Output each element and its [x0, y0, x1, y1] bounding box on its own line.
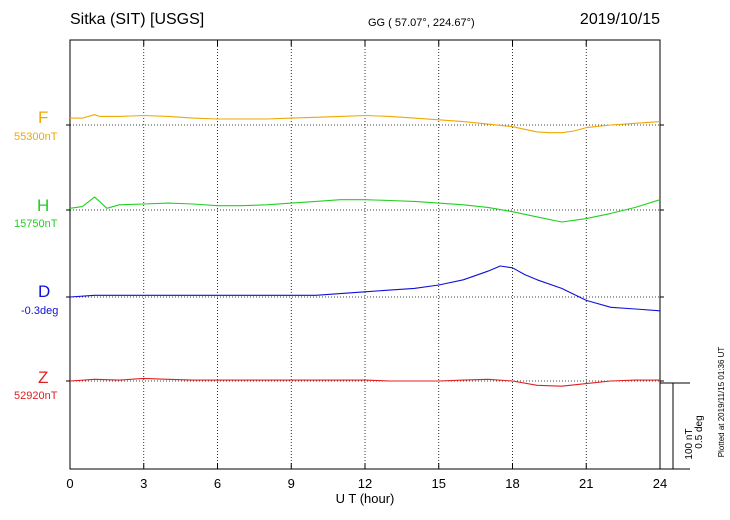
date-label: 2019/10/15 [579, 11, 660, 28]
legend-f-baseline: 55300nT [14, 131, 58, 143]
legend-z-letter: Z [38, 368, 49, 387]
series-line-d [69, 265, 661, 312]
plot-frame [69, 39, 661, 470]
plotted-timestamp: Plotted at 2019/11/15 01:36 UT [717, 347, 726, 458]
series-line-f [70, 114, 661, 134]
x-tick-label-0: 0 [66, 476, 73, 491]
legend-h-letter: H [37, 196, 50, 215]
legend-h-baseline: 15750nT [14, 218, 58, 230]
legend-z-baseline: 52920nT [14, 390, 58, 402]
legend-d-baseline: -0.3deg [21, 305, 59, 317]
series-line-h [69, 196, 661, 223]
scale-nt-label: 100 nT [684, 428, 695, 459]
scale-deg-label: 0.5 deg [694, 415, 705, 448]
legend-d-letter: D [38, 282, 51, 301]
series-line-z [69, 377, 660, 387]
legend-f-letter: F [38, 108, 49, 127]
x-tick-label-15: 15 [432, 476, 446, 491]
grid [143, 40, 587, 469]
x-ticks: 0 3 6 9 12 15 18 21 24 [66, 40, 667, 491]
baselines [66, 124, 664, 382]
x-tick-label-3: 3 [140, 476, 147, 491]
series-lines [69, 114, 661, 387]
coordinates-label: GG ( 57.07°, 224.67°) [368, 17, 475, 29]
x-tick-label-21: 21 [579, 476, 593, 491]
x-axis-label: U T (hour) [336, 491, 395, 506]
x-tick-label-24: 24 [653, 476, 667, 491]
x-tick-label-12: 12 [358, 476, 372, 491]
x-tick-label-9: 9 [288, 476, 295, 491]
station-title: Sitka (SIT) [USGS] [70, 11, 205, 28]
x-tick-label-18: 18 [505, 476, 519, 491]
x-tick-label-6: 6 [214, 476, 221, 491]
